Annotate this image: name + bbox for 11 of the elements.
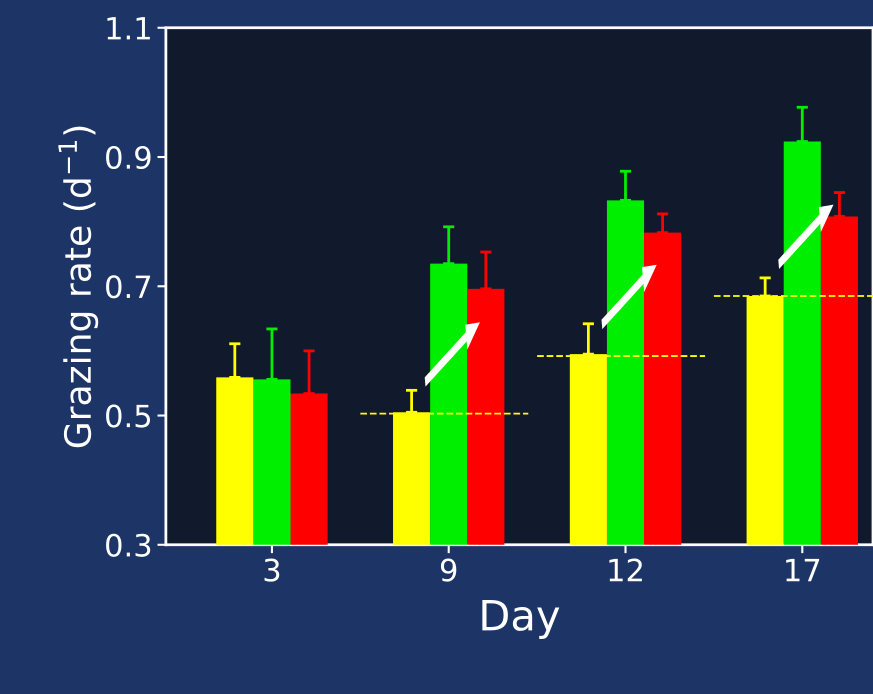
- y-axis-title: Grazing rate (d$^{−1}$): [58, 126, 98, 448]
- x-tick-label: 3: [264, 558, 280, 582]
- x-tick-label: 9: [440, 558, 456, 582]
- x-tick-label: 12: [609, 558, 642, 582]
- y-tick-label: 0.3: [106, 534, 150, 557]
- y-tick-label: 0.7: [106, 275, 150, 298]
- x-axis-title: Day: [482, 600, 560, 639]
- y-tick-label: 1.1: [107, 17, 150, 40]
- x-tick-label: 17: [786, 558, 820, 582]
- y-tick-label: 0.9: [106, 146, 151, 170]
- y-tick-label: 0.5: [106, 404, 150, 428]
